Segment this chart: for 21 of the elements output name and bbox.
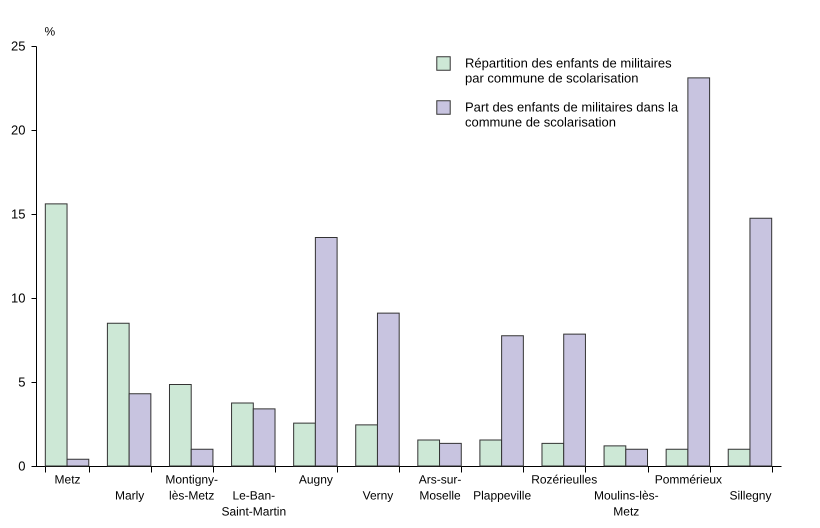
x-tick-label: Ars-sur-Moselle <box>418 472 462 502</box>
x-tick-label: Rozérieulles <box>531 472 598 486</box>
x-tick-label: Plappeville <box>473 488 532 502</box>
x-tick-label: Metz <box>54 472 81 486</box>
x-tick-label: Moulins-lès-Metz <box>594 488 659 518</box>
x-tick-label: Verny <box>362 488 394 502</box>
x-tick-label: Marly <box>114 488 144 502</box>
y-tick-label: 5 <box>18 374 26 390</box>
y-tick-label: 10 <box>11 290 26 306</box>
y-tick-label: 20 <box>11 122 26 138</box>
x-tick-label: Pommérieux <box>654 472 722 486</box>
legend-label: Part des enfants de militaires dans la commune de scolarisation <box>465 100 679 130</box>
y-tick-label: 0 <box>18 458 26 474</box>
x-tick-label: Augny <box>298 472 333 486</box>
y-tick-label: 15 <box>11 206 26 222</box>
x-tick-label: Le-Ban-Saint-Martin <box>221 488 286 518</box>
y-axis-title: % <box>44 24 56 38</box>
legend-label: Répartition des enfants de militaires par commune de scolarisation <box>465 56 672 86</box>
x-tick-label: Sillegny <box>729 488 772 502</box>
y-tick-label: 25 <box>11 38 26 54</box>
x-tick-label: Montigny-lès-Metz <box>165 472 218 502</box>
